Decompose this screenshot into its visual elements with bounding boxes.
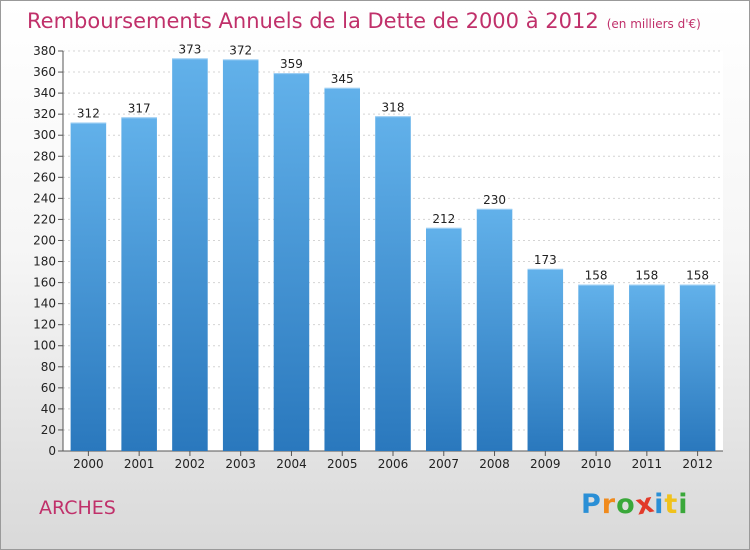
logo-letter: P — [581, 489, 602, 520]
y-tick-label: 40 — [41, 402, 56, 416]
data-label-2008: 230 — [483, 193, 506, 207]
bar-2000 — [70, 122, 107, 451]
bar-2003 — [222, 59, 259, 451]
logo-letter: o — [616, 489, 636, 520]
x-tick-label-2001: 2001 — [124, 457, 155, 471]
bar-2009 — [527, 268, 564, 451]
chart-subtitle: (en milliers d'€) — [606, 17, 701, 31]
proxiti-logo: Proxiti — [581, 487, 689, 521]
data-label-2003: 372 — [229, 43, 252, 57]
x-tick-label-2011: 2011 — [632, 457, 663, 471]
chart-title: Remboursements Annuels de la Dette de 20… — [27, 9, 701, 33]
bar-2001 — [121, 117, 157, 451]
y-tick-label: 280 — [33, 149, 56, 163]
logo-letter: t — [664, 489, 679, 520]
y-tick-label: 360 — [33, 65, 56, 79]
bar-2004 — [273, 73, 310, 452]
logo-letter: i — [654, 489, 665, 520]
data-label-2004: 359 — [280, 57, 303, 71]
bar-2005 — [324, 87, 360, 451]
y-tick-label: 180 — [33, 255, 56, 269]
y-tick-label: 380 — [33, 44, 56, 58]
y-tick-label: 140 — [33, 297, 56, 311]
x-tick-label-2009: 2009 — [530, 457, 561, 471]
commune-name: ARCHES — [39, 497, 116, 519]
data-label-2006: 318 — [382, 100, 405, 114]
x-tick-label-2004: 2004 — [276, 457, 307, 471]
data-label-2001: 317 — [128, 101, 151, 115]
bar-2011 — [629, 284, 665, 451]
data-label-2012: 158 — [686, 269, 709, 283]
data-label-2000: 312 — [77, 107, 100, 121]
bar-2006 — [375, 116, 411, 452]
bar-2002 — [172, 58, 208, 452]
logo-letter: i — [678, 489, 689, 520]
x-tick-label-2010: 2010 — [581, 457, 612, 471]
x-tick-label-2002: 2002 — [175, 457, 206, 471]
data-label-2010: 158 — [585, 269, 608, 283]
y-tick-label: 60 — [41, 381, 56, 395]
x-tick-label-2006: 2006 — [378, 457, 409, 471]
x-tick-label-2008: 2008 — [479, 457, 510, 471]
data-label-2002: 373 — [178, 42, 201, 56]
bar-2010 — [578, 284, 614, 451]
data-label-2009: 173 — [534, 253, 557, 267]
x-tick-label-2007: 2007 — [428, 457, 459, 471]
x-tick-label-2000: 2000 — [73, 457, 104, 471]
y-tick-label: 120 — [33, 318, 56, 332]
logo-letter: r — [601, 489, 617, 520]
y-tick-label: 300 — [33, 128, 56, 142]
y-tick-label: 0 — [48, 444, 56, 458]
y-tick-label: 80 — [41, 360, 56, 374]
data-label-2007: 212 — [432, 212, 455, 226]
y-tick-label: 260 — [33, 170, 56, 184]
data-label-2011: 158 — [635, 269, 658, 283]
y-tick-label: 200 — [33, 233, 56, 247]
x-tick-label-2012: 2012 — [682, 457, 713, 471]
bar-2007 — [426, 227, 462, 451]
y-tick-label: 160 — [33, 276, 56, 290]
y-tick-label: 100 — [33, 339, 56, 353]
y-tick-label: 20 — [41, 423, 56, 437]
bar-2012 — [679, 284, 716, 451]
x-tick-label-2003: 2003 — [225, 457, 256, 471]
y-tick-label: 240 — [33, 191, 56, 205]
y-tick-label: 320 — [33, 107, 56, 121]
y-tick-label: 340 — [33, 86, 56, 100]
x-tick-label-2005: 2005 — [327, 457, 358, 471]
y-tick-label: 220 — [33, 212, 56, 226]
bar-2008 — [476, 208, 513, 451]
data-label-2005: 345 — [331, 72, 354, 86]
